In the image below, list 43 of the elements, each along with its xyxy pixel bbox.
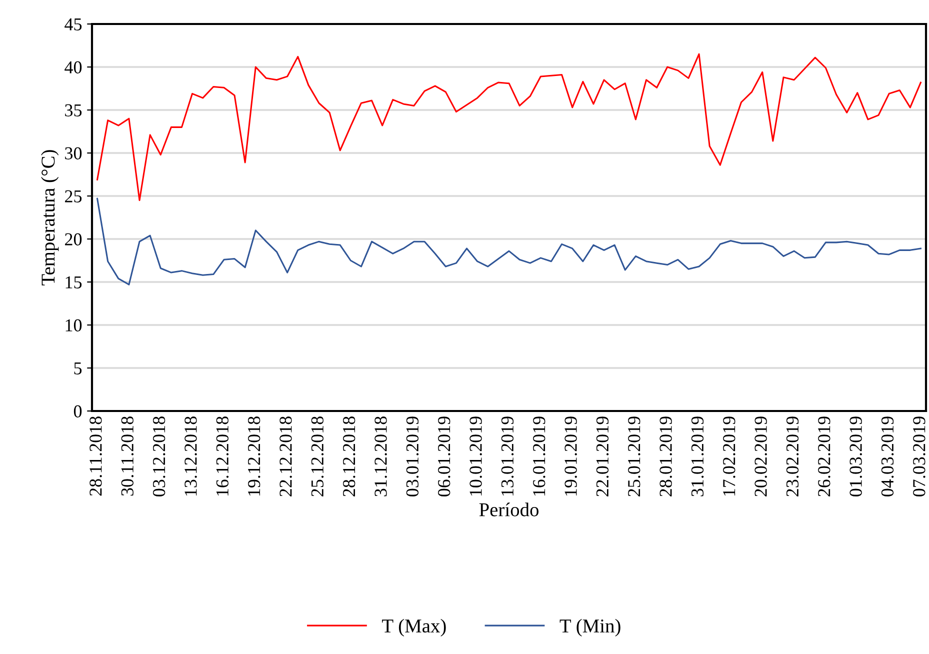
legend-label: T (Min) — [560, 618, 620, 636]
x-tick-label: 04.03.2019 — [881, 416, 894, 496]
x-tick-label: 22.12.2018 — [280, 416, 292, 496]
legend-label: T (Max) — [382, 618, 446, 636]
y-tick-label: 40 — [64, 61, 82, 74]
x-tick-label: 22.01.2019 — [596, 416, 609, 496]
line-series — [96, 53, 922, 202]
x-tick-label: 31.01.2019 — [691, 416, 704, 496]
x-tick-label: 03.01.2019 — [406, 416, 419, 496]
y-tick-label: 0 — [74, 405, 82, 418]
x-tick-label: 07.03.2019 — [913, 416, 926, 496]
y-tick-label: 15 — [66, 276, 82, 288]
x-tick-label: 16.01.2019 — [533, 416, 546, 496]
y-tick-label: 35 — [65, 104, 82, 116]
x-tick-label: 25.12.2018 — [311, 416, 324, 496]
x-tick-label: 17.02.2019 — [723, 416, 736, 496]
x-tick-label: 19.12.2018 — [248, 416, 260, 496]
x-tick-label: 25.01.2019 — [628, 416, 640, 496]
x-tick-label: 10.01.2019 — [470, 416, 482, 496]
x-tick-label: 28.11.2018 — [90, 416, 102, 496]
y-axis-title: Temperatura (°C) — [41, 150, 59, 286]
x-tick-label: 13.12.2018 — [184, 416, 197, 496]
x-tick-label: 28.12.2018 — [342, 416, 356, 496]
x-tick-label: 06.01.2019 — [438, 416, 450, 496]
x-tick-label: 28.01.2019 — [660, 416, 672, 496]
x-tick-label: 01.03.2019 — [850, 416, 862, 496]
line-series — [96, 198, 922, 286]
x-tick-label: 26.02.2019 — [818, 416, 830, 496]
x-tick-label: 31.12.2018 — [374, 416, 387, 496]
x-tick-label: 16.12.2018 — [216, 416, 229, 496]
y-tick-label: 25 — [65, 190, 82, 202]
x-tick-label: 20.02.2019 — [754, 416, 767, 496]
y-tick-label: 30 — [65, 147, 82, 160]
y-tick-label: 10 — [66, 319, 82, 332]
x-tick-label: 23.02.2019 — [786, 416, 799, 496]
y-tick-label: 5 — [74, 362, 82, 374]
y-tick-label: 45 — [64, 18, 82, 30]
y-tick-label: 20 — [65, 233, 82, 246]
x-tick-label: 19.01.2019 — [564, 416, 577, 496]
x-tick-label: 03.12.2018 — [152, 416, 166, 496]
x-tick-label: 13.01.2019 — [501, 416, 514, 496]
x-tick-label: 30.11.2018 — [121, 416, 134, 496]
x-axis-title: Período — [479, 502, 539, 516]
